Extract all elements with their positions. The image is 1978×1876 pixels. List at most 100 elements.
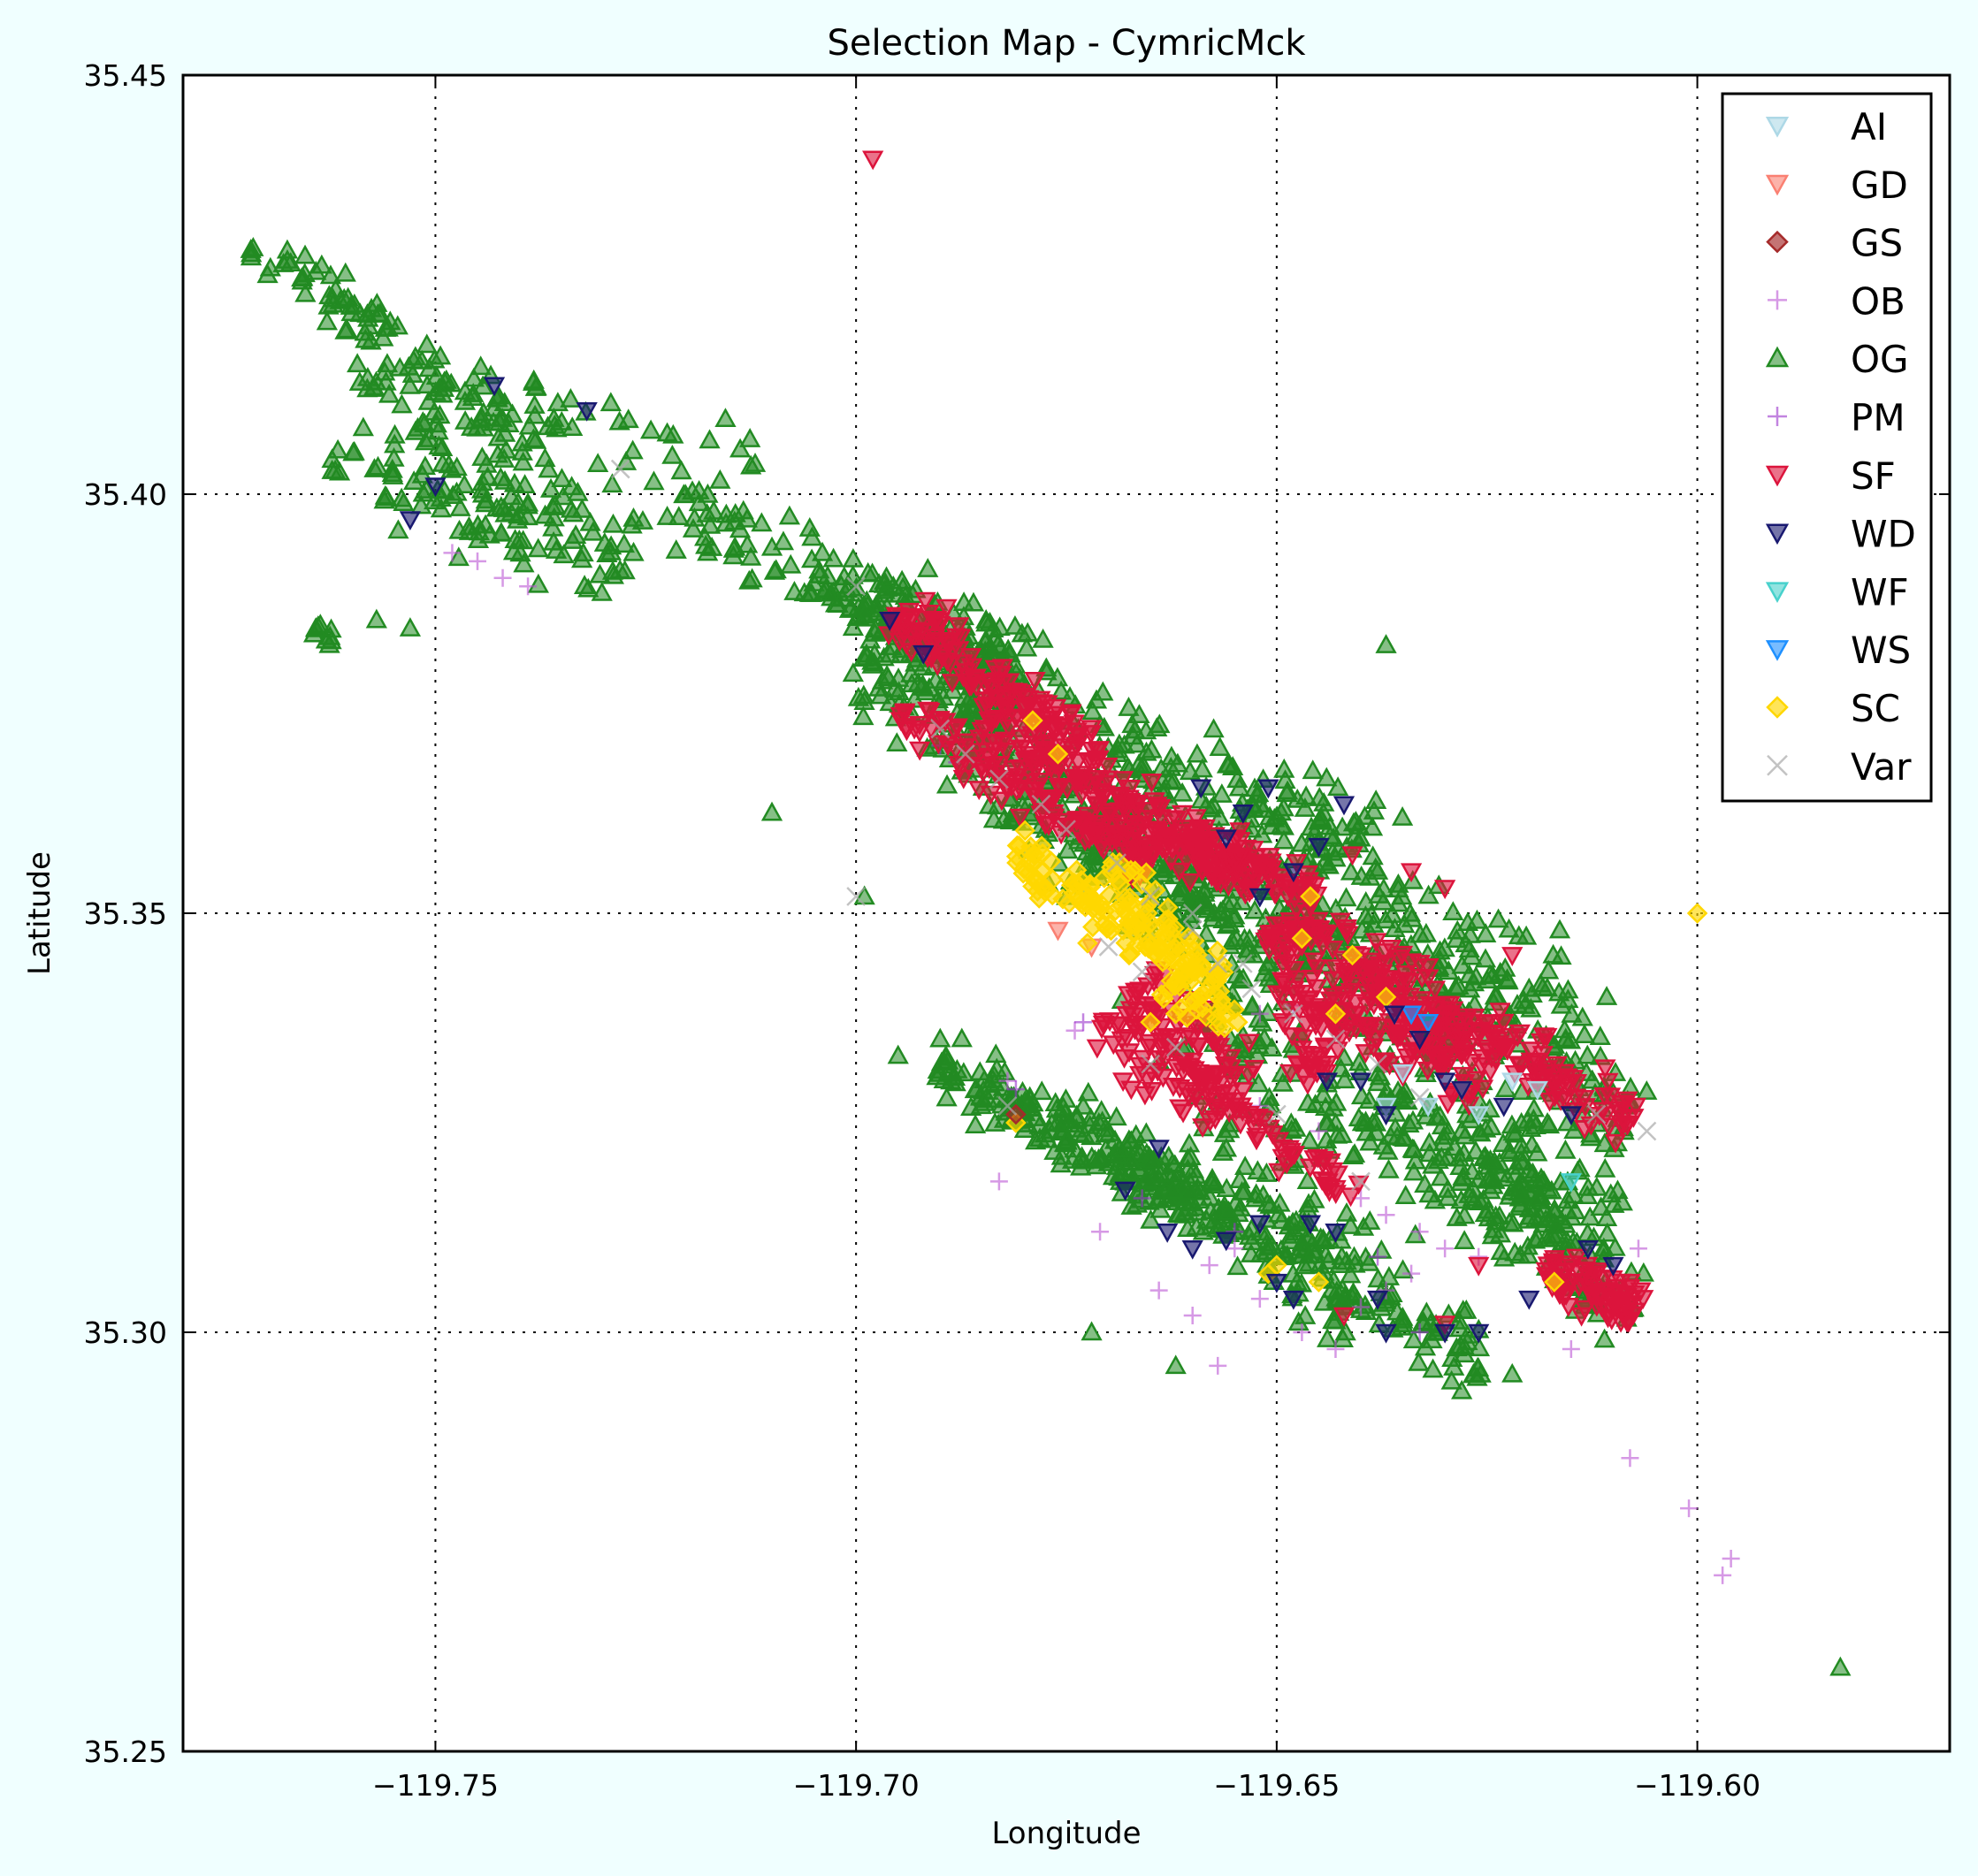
point-og xyxy=(352,416,374,437)
point-og xyxy=(1604,1236,1626,1256)
point-og xyxy=(822,547,844,568)
point-sf xyxy=(1006,767,1028,788)
point-og xyxy=(760,801,783,821)
point-og xyxy=(631,510,654,530)
point-og xyxy=(512,451,534,471)
point-og xyxy=(1528,1187,1550,1208)
point-sc xyxy=(1150,984,1172,1005)
point-og xyxy=(1195,922,1218,942)
point-ws xyxy=(1400,1005,1423,1026)
point-sf xyxy=(1256,929,1279,949)
point-og xyxy=(1120,1151,1142,1171)
x-axis-label: Longitude xyxy=(991,1816,1141,1851)
y-tick-label: 35.40 xyxy=(84,477,167,512)
point-sf xyxy=(909,741,931,761)
point-ai xyxy=(1392,1064,1414,1084)
legend-marker-var xyxy=(1767,754,1788,776)
point-og xyxy=(1340,860,1363,881)
point-sf xyxy=(1071,813,1093,834)
point-wd xyxy=(1249,1215,1271,1235)
point-sf xyxy=(1185,809,1207,829)
point-og xyxy=(863,652,885,672)
point-og xyxy=(1524,1209,1547,1228)
point-og xyxy=(582,521,604,541)
point-og xyxy=(1579,1206,1601,1226)
point-og xyxy=(601,473,623,493)
point-og xyxy=(1479,1149,1501,1169)
point-og xyxy=(1325,847,1347,867)
point-og xyxy=(999,810,1022,830)
point-var xyxy=(1107,853,1126,873)
point-og xyxy=(1450,1119,1473,1140)
point-og xyxy=(1015,637,1038,657)
point-sf xyxy=(1461,1053,1483,1073)
point-og xyxy=(389,356,411,377)
point-og xyxy=(431,383,454,403)
point-sf xyxy=(974,720,997,740)
point-og xyxy=(1454,1204,1476,1224)
point-og xyxy=(1218,1118,1241,1139)
point-og xyxy=(1417,884,1440,904)
point-sf xyxy=(1345,1006,1368,1026)
point-var xyxy=(1351,1171,1371,1192)
point-og xyxy=(751,512,773,532)
point-sc xyxy=(1082,916,1104,938)
point-og xyxy=(1073,1149,1095,1170)
point-og xyxy=(1573,1024,1596,1043)
point-og xyxy=(656,506,678,525)
point-wd xyxy=(1282,1290,1305,1310)
point-var xyxy=(1368,1054,1387,1074)
point-sf xyxy=(1161,829,1184,850)
point-sf xyxy=(1238,1065,1260,1086)
point-og xyxy=(1475,1117,1497,1138)
legend-label-gs: GS xyxy=(1851,222,1903,265)
point-og xyxy=(936,1087,958,1107)
point-og xyxy=(1512,1151,1534,1171)
point-og xyxy=(600,392,622,412)
point-og xyxy=(1589,1026,1611,1045)
point-og xyxy=(886,732,908,752)
point-og xyxy=(523,404,546,424)
point-sf xyxy=(1580,1116,1602,1136)
point-wd xyxy=(1451,1080,1473,1101)
point-ob xyxy=(443,544,462,562)
point-sf xyxy=(948,617,970,637)
point-sf xyxy=(1210,1044,1233,1064)
point-sf xyxy=(1111,1031,1133,1051)
point-sf xyxy=(1268,1163,1290,1183)
point-sf xyxy=(1138,1038,1160,1058)
point-sf xyxy=(1137,996,1159,1017)
point-sf xyxy=(1335,919,1358,939)
point-sc xyxy=(1047,744,1069,765)
point-og xyxy=(1358,1251,1380,1271)
legend-item-ai: AI xyxy=(1765,105,1887,149)
point-og xyxy=(739,428,761,447)
point-og xyxy=(803,572,825,591)
point-og xyxy=(316,310,339,331)
point-var xyxy=(1233,953,1253,973)
point-og xyxy=(1173,1203,1196,1224)
point-sf xyxy=(1232,1082,1254,1102)
point-og xyxy=(688,492,710,512)
point-sf xyxy=(1024,671,1046,691)
point-pm xyxy=(1226,1223,1244,1241)
point-sf xyxy=(1118,1043,1141,1064)
point-sf xyxy=(1043,808,1065,828)
point-og xyxy=(1424,1189,1447,1209)
point-sc xyxy=(1082,888,1104,910)
point-sf xyxy=(1004,709,1027,728)
point-sf xyxy=(1201,867,1223,888)
point-og xyxy=(1556,1189,1578,1209)
point-og xyxy=(1537,959,1560,980)
point-wd xyxy=(424,477,447,498)
point-og xyxy=(403,470,425,490)
point-sf xyxy=(1293,1066,1315,1087)
point-wd xyxy=(1299,1215,1322,1235)
point-og xyxy=(1178,1132,1201,1153)
point-og xyxy=(1554,1213,1577,1233)
point-sf xyxy=(1270,1139,1292,1159)
point-og xyxy=(723,510,745,530)
point-og xyxy=(391,487,413,507)
point-sf xyxy=(1286,854,1308,873)
point-sf xyxy=(1391,945,1414,965)
